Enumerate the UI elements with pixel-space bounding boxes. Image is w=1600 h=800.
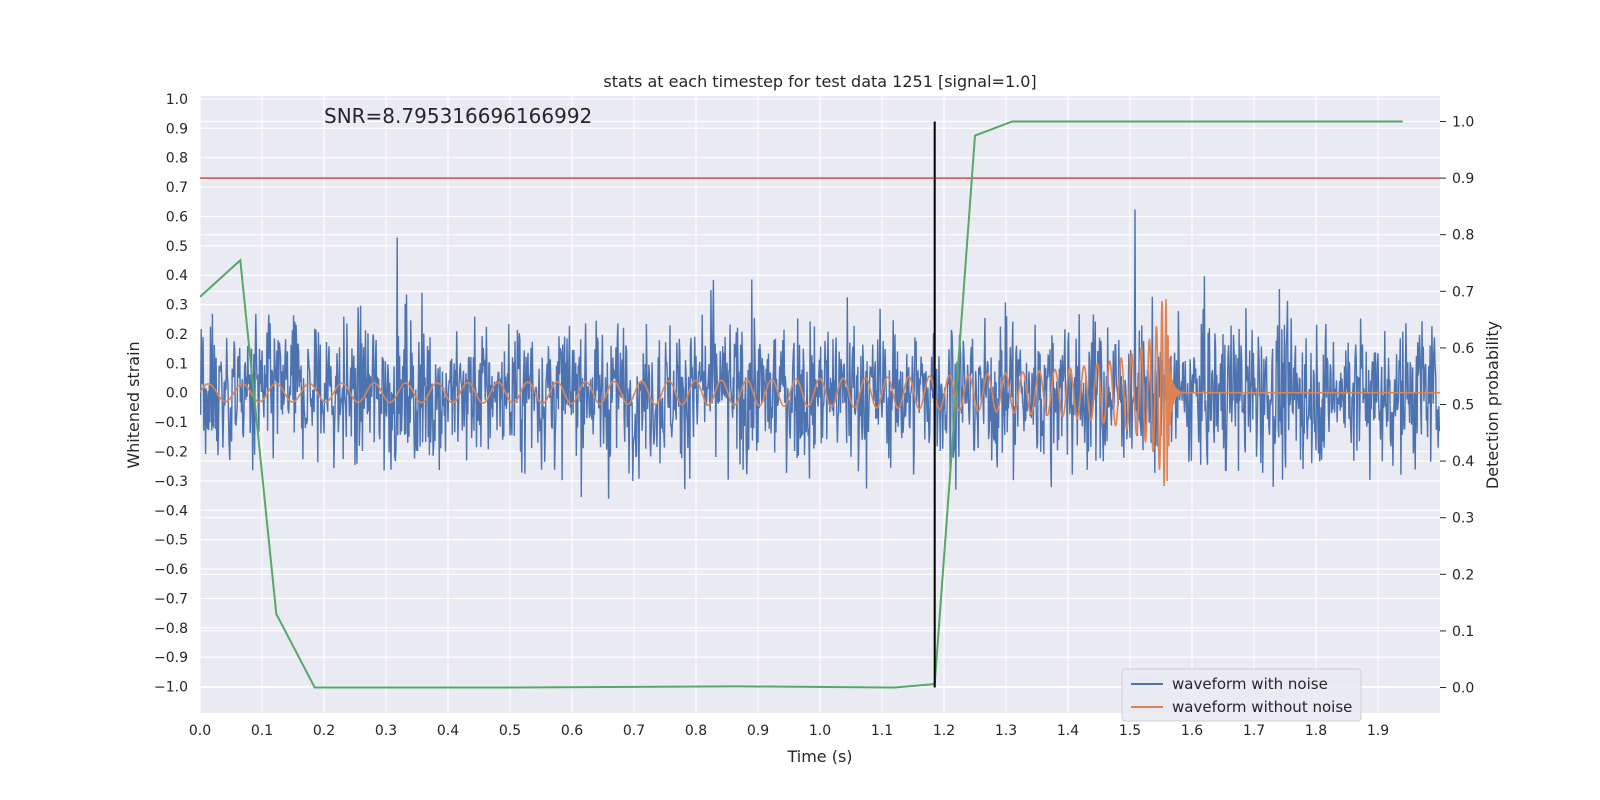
x-tick-label: 0.0 bbox=[189, 723, 211, 739]
x-axis-ticks: 0.0 0.1 0.2 0.3 0.4 0.5 0.6 0.7 0.8 0.9 1.0 1.1 1.2 1… bbox=[189, 723, 1389, 739]
y-left-tick-label: 0.8 bbox=[166, 151, 188, 167]
x-tick-label: 1.7 bbox=[1243, 723, 1265, 739]
y-right-tick-label: 0.2 bbox=[1452, 567, 1474, 583]
y-axis-right-ticks: 1.0 0.9 0.8 0.7 0.6 0.5 0.4 0.3 0.2 0.1 0.0 bbox=[1440, 114, 1474, 697]
y-left-tick-label: −0.8 bbox=[154, 621, 188, 637]
series-waveform-without-noise bbox=[200, 299, 1440, 487]
series-detection-probability bbox=[200, 120, 1403, 689]
y-left-tick-label: 0.1 bbox=[166, 356, 188, 372]
y-left-tick-label: 0.5 bbox=[166, 239, 188, 255]
y-right-tick-label: 0.8 bbox=[1452, 228, 1474, 244]
x-tick-label: 1.0 bbox=[809, 723, 831, 739]
y-left-tick-label: −0.1 bbox=[154, 415, 188, 431]
y-left-tick-label: 0.7 bbox=[166, 180, 188, 196]
x-tick-label: 0.5 bbox=[499, 723, 521, 739]
x-tick-label: 0.6 bbox=[561, 723, 583, 739]
y-right-tick-label: 0.7 bbox=[1452, 284, 1474, 300]
y-left-tick-label: −0.6 bbox=[154, 562, 188, 578]
x-tick-label: 1.8 bbox=[1305, 723, 1327, 739]
y-axis-left-ticks: 1.0 0.9 0.8 0.7 0.6 0.5 0.4 0.3 0.2 0.1 0.0 −0.1 −0.… bbox=[154, 92, 188, 696]
legend: waveform with noise waveform without noi… bbox=[1121, 668, 1362, 722]
legend-box bbox=[1121, 668, 1362, 722]
y-left-tick-label: −0.2 bbox=[154, 445, 188, 461]
x-tick-label: 0.2 bbox=[313, 723, 335, 739]
y-axis-right-label: Detection probability bbox=[1483, 321, 1502, 489]
chart-title: stats at each timestep for test data 125… bbox=[603, 72, 1036, 91]
series-layer bbox=[200, 120, 1440, 689]
y-left-tick-label: −0.4 bbox=[154, 503, 188, 519]
legend-label-clean: waveform without noise bbox=[1172, 698, 1352, 716]
x-tick-label: 0.4 bbox=[437, 723, 459, 739]
x-tick-label: 0.7 bbox=[623, 723, 645, 739]
y-right-tick-label: 1.0 bbox=[1452, 114, 1474, 130]
y-left-tick-label: 0.9 bbox=[166, 121, 188, 137]
y-right-tick-label: 0.3 bbox=[1452, 511, 1474, 527]
x-tick-label: 1.5 bbox=[1119, 723, 1141, 739]
y-right-tick-label: 0.6 bbox=[1452, 341, 1474, 357]
snr-annotation: SNR=8.795316696166992 bbox=[324, 104, 592, 128]
y-right-tick-label: 0.4 bbox=[1452, 454, 1474, 470]
y-left-tick-label: −0.9 bbox=[154, 650, 188, 666]
x-tick-label: 1.9 bbox=[1367, 723, 1389, 739]
y-left-tick-label: −0.7 bbox=[154, 591, 188, 607]
x-tick-label: 0.1 bbox=[251, 723, 273, 739]
y-left-tick-label: 1.0 bbox=[166, 92, 188, 108]
y-right-tick-label: 0.5 bbox=[1452, 398, 1474, 414]
x-tick-label: 0.3 bbox=[375, 723, 397, 739]
y-left-tick-label: −0.3 bbox=[154, 474, 188, 490]
x-tick-label: 1.4 bbox=[1057, 723, 1079, 739]
y-left-tick-label: 0.2 bbox=[166, 327, 188, 343]
y-right-tick-label: 0.9 bbox=[1452, 171, 1474, 187]
y-right-tick-label: 0.1 bbox=[1452, 624, 1474, 640]
y-left-tick-label: 0.0 bbox=[166, 386, 188, 402]
legend-label-noisy: waveform with noise bbox=[1172, 675, 1328, 693]
x-axis-label: Time (s) bbox=[786, 747, 852, 766]
x-tick-label: 0.9 bbox=[747, 723, 769, 739]
y-left-tick-label: 0.3 bbox=[166, 298, 188, 314]
x-tick-label: 0.8 bbox=[685, 723, 707, 739]
y-left-tick-label: 0.4 bbox=[166, 268, 188, 284]
x-tick-label: 1.2 bbox=[933, 723, 955, 739]
y-axis-left-label: Whitened strain bbox=[124, 341, 143, 468]
y-left-tick-label: −1.0 bbox=[154, 680, 188, 696]
x-tick-label: 1.6 bbox=[1181, 723, 1203, 739]
y-right-tick-label: 0.0 bbox=[1452, 681, 1474, 697]
x-tick-label: 1.3 bbox=[995, 723, 1017, 739]
y-left-tick-label: −0.5 bbox=[154, 533, 188, 549]
x-tick-label: 1.1 bbox=[871, 723, 893, 739]
y-left-tick-label: 0.6 bbox=[166, 209, 188, 225]
